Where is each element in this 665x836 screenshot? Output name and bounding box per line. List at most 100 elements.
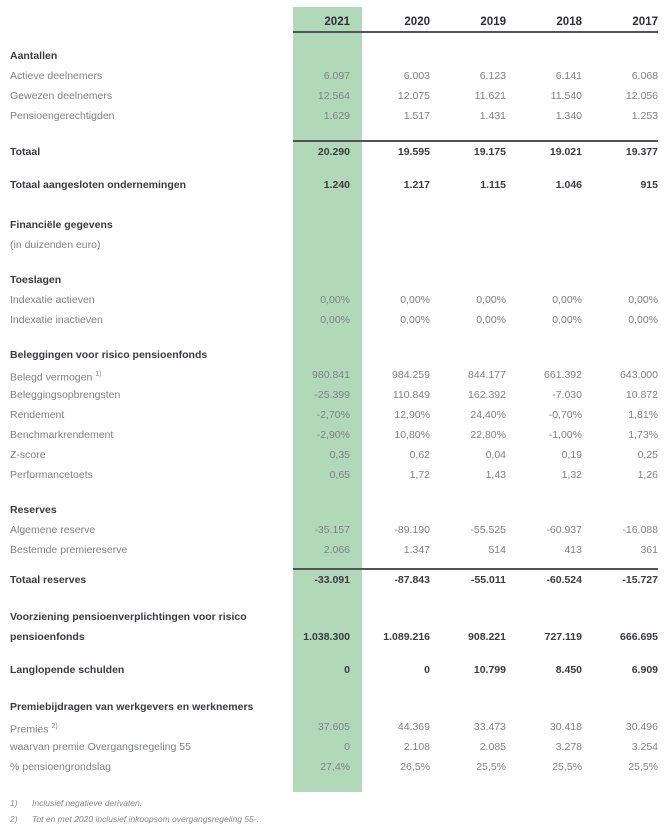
table-cell-year-1: 1.217 [403, 179, 430, 191]
table-row: Indexatie actieven 0,00% 0,00% 0,00% 0,00% 0,… [10, 290, 658, 310]
table-cell-year-2: 0,04 [485, 449, 506, 461]
table-cell-year-0: 0,65 [329, 469, 350, 481]
row-label: Totaal [10, 142, 280, 162]
section-title: Premiebijdragen van werkgevers en werkne… [10, 697, 658, 717]
row-label-text: Z-score [10, 449, 46, 461]
table-cell-year-4: 1.253 [631, 110, 658, 122]
table-cell-year-0: 12.564 [317, 90, 350, 102]
table-cell-year-2: 24,40% [470, 409, 506, 421]
footnote-number: 2) [10, 814, 18, 824]
table-cell-year-4: 0,00% [628, 294, 658, 306]
table-cell-year-2: 1.115 [480, 179, 506, 191]
table-row: Beleggingsopbrengsten -25.399 110.849 162.3… [10, 385, 658, 405]
row-label: Belegd vermogen 1) [10, 365, 280, 385]
table-cell-year-4: 361 [640, 544, 658, 556]
table-cell-year-2: -55.525 [470, 524, 506, 536]
table-cell-year-2: 908.221 [468, 631, 506, 643]
row-label: Rendement [10, 405, 280, 425]
table-cell-year-1: 984.259 [392, 369, 430, 381]
table-cell-year-2: 1,43 [485, 469, 506, 481]
table-cell-year-1: -89.190 [394, 524, 430, 536]
table-cell-year-1: 0,00% [400, 314, 430, 326]
row-label-text: Belegd vermogen [10, 371, 93, 384]
table-cell-year-0: 0,00% [320, 294, 350, 306]
table-cell-year-1: 0 [424, 664, 430, 676]
row-label-text: Actieve deelnemers [10, 70, 103, 82]
table-row: Gewezen deelnemers 12.564 12.075 11.621 11.5… [10, 86, 658, 106]
footnotes: 1) Inclusief negatieve derivaten. 2) Tot en… [10, 795, 658, 827]
table-cell-year-0: -35.157 [314, 524, 350, 536]
table-cell-year-2: 2.085 [479, 741, 506, 753]
row-label: Pensioengerechtigden [10, 106, 280, 126]
table-cell-year-2: 22,80% [470, 429, 506, 441]
table-cell-year-1: 10,80% [394, 429, 430, 441]
table-row-label-line1: Voorziening pensioenverplichtingen voor … [10, 607, 658, 627]
footnote-marker: 1) [95, 371, 102, 378]
row-label: Voorziening pensioenverplichtingen voor … [10, 611, 247, 623]
row-label-text: Beleggingsopbrengsten [10, 389, 121, 401]
footnote-text: Tot en met 2020 inclusief inkoopsom over… [32, 814, 259, 824]
row-label-text: Financiële gegevens [10, 219, 113, 231]
section-title: Aantallen [10, 46, 658, 66]
table-cell-year-3: 1.046 [555, 179, 582, 191]
table-cell-year-1: 0,62 [409, 449, 430, 461]
highlight-column-2021 [293, 7, 362, 792]
year-column-header: 2017 [632, 16, 658, 28]
table-body: Aantallen Actieve deelnemers 6.097 6.003 6.1… [10, 46, 658, 777]
table-cell-year-3: 3.278 [555, 741, 582, 753]
row-label-text: waarvan premie Overgangsregeling 55 [10, 741, 191, 753]
table-cell-year-0: -2,70% [316, 409, 350, 421]
section-title: Financiële gegevens [10, 215, 658, 235]
row-label-text: Indexatie inactieven [10, 314, 103, 326]
table-cell-year-4: 10.872 [625, 389, 658, 401]
table-cell-year-3: 30.418 [549, 721, 582, 733]
row-label-text: Premiebijdragen van werkgevers en werkne… [10, 701, 254, 713]
row-label-text: Totaal reserves [10, 574, 87, 586]
table-cell-year-2: 11.621 [474, 90, 506, 102]
footnote-row: 1) Inclusief negatieve derivaten. [10, 795, 658, 811]
table-cell-year-3: -60.524 [546, 574, 582, 586]
table-cell-year-0: 0,00% [320, 314, 350, 326]
table-cell-year-4: 0,25 [637, 449, 658, 461]
table-cell-year-4: -16.088 [622, 524, 658, 536]
table-cell-year-0: -33.091 [314, 574, 350, 586]
table-row: Belegd vermogen 1) 980.841 984.259 844.177 6… [10, 365, 658, 385]
row-label: Totaal aangesloten ondernemingen [10, 175, 280, 195]
table-row: waarvan premie Overgangsregeling 55 0 2.10… [10, 737, 658, 757]
table-cell-year-3: 19.021 [549, 146, 582, 158]
section-title: Reserves [10, 500, 658, 520]
table-cell-year-1: 1.089.216 [383, 631, 430, 643]
table-cell-year-1: 19.595 [397, 146, 430, 158]
table-cell-year-2: 10.799 [473, 664, 506, 676]
footnote-number: 1) [10, 798, 18, 808]
row-label-text: Algemene reserve [10, 524, 96, 536]
table-row: Actieve deelnemers 6.097 6.003 6.123 6.141 6.… [10, 66, 658, 86]
row-label: Langlopende schulden [10, 660, 280, 680]
table-cell-year-4: 30.496 [625, 721, 658, 733]
row-label-text: Beleggingen voor risico pensioenfonds [10, 349, 208, 361]
table-cell-year-0: 980.841 [312, 369, 350, 381]
table-cell-year-1: 1.347 [403, 544, 430, 556]
row-label-text: Gewezen deelnemers [10, 90, 113, 102]
year-column-header: 2021 [324, 16, 350, 28]
section-header-row: Reserves [10, 500, 658, 520]
table-cell-year-0: 37.605 [317, 721, 350, 733]
section-title: Beleggingen voor risico pensioenfonds [10, 345, 658, 365]
row-label: Benchmarkrendement [10, 425, 280, 445]
table-row: Indexatie inactieven 0,00% 0,00% 0,00% 0,00%… [10, 310, 658, 330]
table-cell-year-4: 6.068 [631, 70, 658, 82]
footnote-marker: 2) [51, 723, 58, 730]
row-label: pensioenfonds [10, 631, 85, 643]
table-cell-year-3: 11.540 [550, 90, 582, 102]
table-cell-year-4: 19.377 [625, 146, 658, 158]
row-label-text: Toeslagen [10, 274, 62, 286]
year-column-header: 2020 [404, 16, 430, 28]
section-header-row: Premiebijdragen van werkgevers en werkne… [10, 697, 658, 717]
table-cell-year-1: 12.075 [397, 90, 430, 102]
table-cell-year-4: 12.056 [625, 90, 658, 102]
table-cell-year-1: -87.843 [394, 574, 430, 586]
row-label-text: Langlopende schulden [10, 664, 125, 676]
table-row: % pensioengrondslag 27,4% 26,5% 25,5% 25,5% 2… [10, 757, 658, 777]
